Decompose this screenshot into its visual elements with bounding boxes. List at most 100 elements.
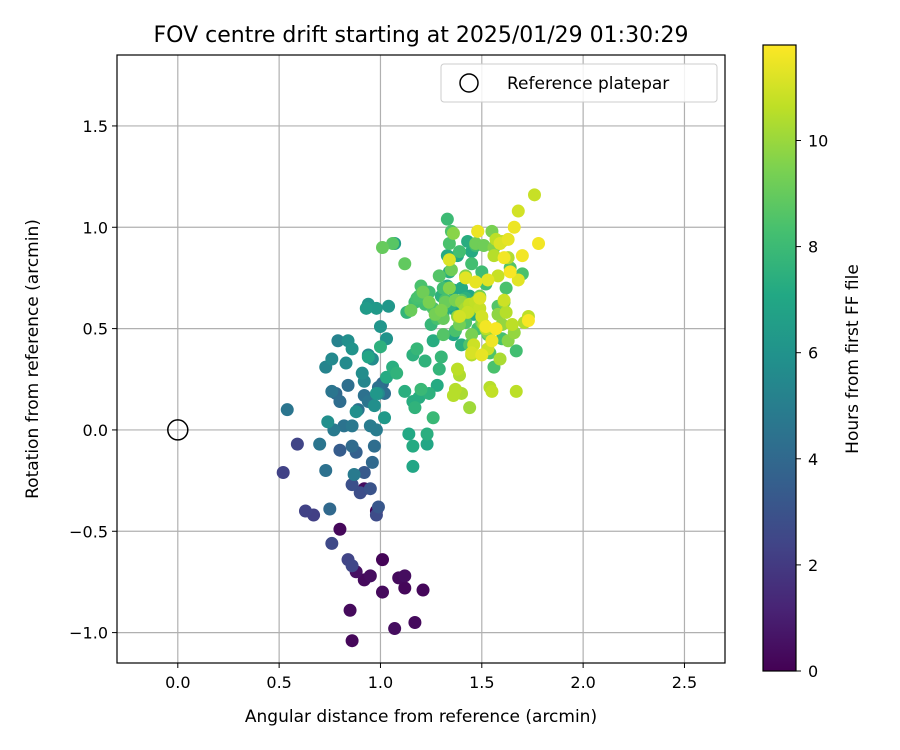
data-point: [333, 443, 347, 457]
data-point: [390, 366, 404, 380]
reference-marker-layer: [167, 419, 189, 441]
data-point: [499, 281, 513, 295]
data-point: [532, 236, 546, 250]
x-tick-label: 1.5: [469, 673, 494, 692]
data-point: [341, 378, 355, 392]
x-tick-label: 2.0: [570, 673, 595, 692]
data-point: [276, 465, 290, 479]
data-point: [497, 251, 511, 265]
data-point: [402, 427, 416, 441]
data-point: [353, 486, 367, 500]
data-point: [465, 346, 479, 360]
data-point: [485, 384, 499, 398]
legend-open-circle-icon: [459, 73, 479, 93]
y-axis-label: Rotation from reference (arcmin): [23, 219, 43, 499]
data-point: [450, 362, 464, 376]
data-point: [367, 399, 381, 413]
data-point: [380, 370, 394, 384]
data-point: [369, 386, 383, 400]
colorbar-tick-label: 4: [808, 450, 818, 469]
data-point: [359, 301, 373, 315]
data-point: [408, 615, 422, 629]
colorbar-gradient: [762, 44, 797, 672]
data-point: [369, 423, 383, 437]
data-point: [432, 269, 446, 283]
data-point: [511, 204, 525, 218]
legend-box: [440, 63, 718, 103]
data-point: [455, 281, 469, 295]
x-tick-label: 0.0: [165, 673, 190, 692]
data-point: [378, 411, 392, 425]
data-point: [426, 334, 440, 348]
data-point: [444, 263, 458, 277]
data-point: [367, 439, 381, 453]
data-point: [406, 439, 420, 453]
data-point: [434, 303, 448, 317]
reference-platepar-marker: [167, 419, 189, 441]
x-axis-label: Angular distance from reference (arcmin): [245, 707, 597, 727]
y-tick-label: −0.5: [69, 522, 108, 541]
data-point: [481, 273, 495, 287]
colorbar-tick-label: 8: [808, 238, 818, 257]
data-point: [325, 352, 339, 366]
data-point: [434, 350, 448, 364]
x-tick-label: 1.0: [368, 673, 393, 692]
data-point: [345, 478, 359, 492]
data-point: [459, 271, 473, 285]
legend: Reference platepar: [440, 63, 718, 103]
data-point: [355, 366, 369, 380]
data-point: [325, 536, 339, 550]
colorbar: 0 2 4 6 8 10 Hours from first FF file: [762, 44, 863, 681]
data-point: [382, 299, 396, 313]
data-point: [420, 427, 434, 441]
grid-lines: [117, 55, 725, 663]
data-point: [345, 419, 359, 433]
colorbar-label: Hours from first FF file: [843, 264, 863, 454]
data-point: [491, 269, 505, 283]
data-point: [503, 265, 517, 279]
data-point: [408, 401, 422, 415]
data-point: [331, 334, 345, 348]
data-point: [420, 437, 434, 451]
data-point: [365, 455, 379, 469]
legend-label: Reference platepar: [507, 74, 669, 94]
data-point: [404, 303, 418, 317]
data-point: [410, 342, 424, 356]
data-point: [333, 395, 347, 409]
data-point: [398, 581, 412, 595]
y-axis-ticks: −1.0 −0.5 0.0 0.5 1.0 1.5: [69, 117, 117, 643]
data-point: [333, 522, 347, 536]
data-point: [489, 322, 503, 336]
data-point: [319, 463, 333, 477]
data-point: [473, 291, 487, 305]
data-point: [280, 403, 294, 417]
y-tick-label: 0.5: [83, 320, 108, 339]
colorbar-tick-label: 0: [808, 662, 818, 681]
data-point: [298, 504, 312, 518]
data-point: [361, 350, 375, 364]
data-point: [463, 401, 477, 415]
data-point: [509, 344, 523, 358]
data-point: [343, 603, 357, 617]
data-point: [446, 226, 460, 240]
colorbar-tick-label: 6: [808, 344, 818, 363]
data-point: [345, 634, 359, 648]
data-point: [527, 188, 541, 202]
y-tick-label: 0.0: [83, 421, 108, 440]
data-point: [321, 415, 335, 429]
data-point: [465, 257, 479, 271]
data-point: [469, 275, 483, 289]
colorbar-tick-label: 2: [808, 556, 818, 575]
plot-frame: [116, 54, 726, 664]
data-point: [290, 437, 304, 451]
data-point: [349, 405, 363, 419]
data-point: [323, 502, 337, 516]
y-tick-label: 1.5: [83, 117, 108, 136]
data-point: [398, 569, 412, 583]
data-point: [471, 224, 485, 238]
data-point: [386, 236, 400, 250]
colorbar-tick-label: 10: [808, 131, 828, 150]
data-point: [339, 356, 353, 370]
data-point: [363, 482, 377, 496]
data-point: [373, 340, 387, 354]
